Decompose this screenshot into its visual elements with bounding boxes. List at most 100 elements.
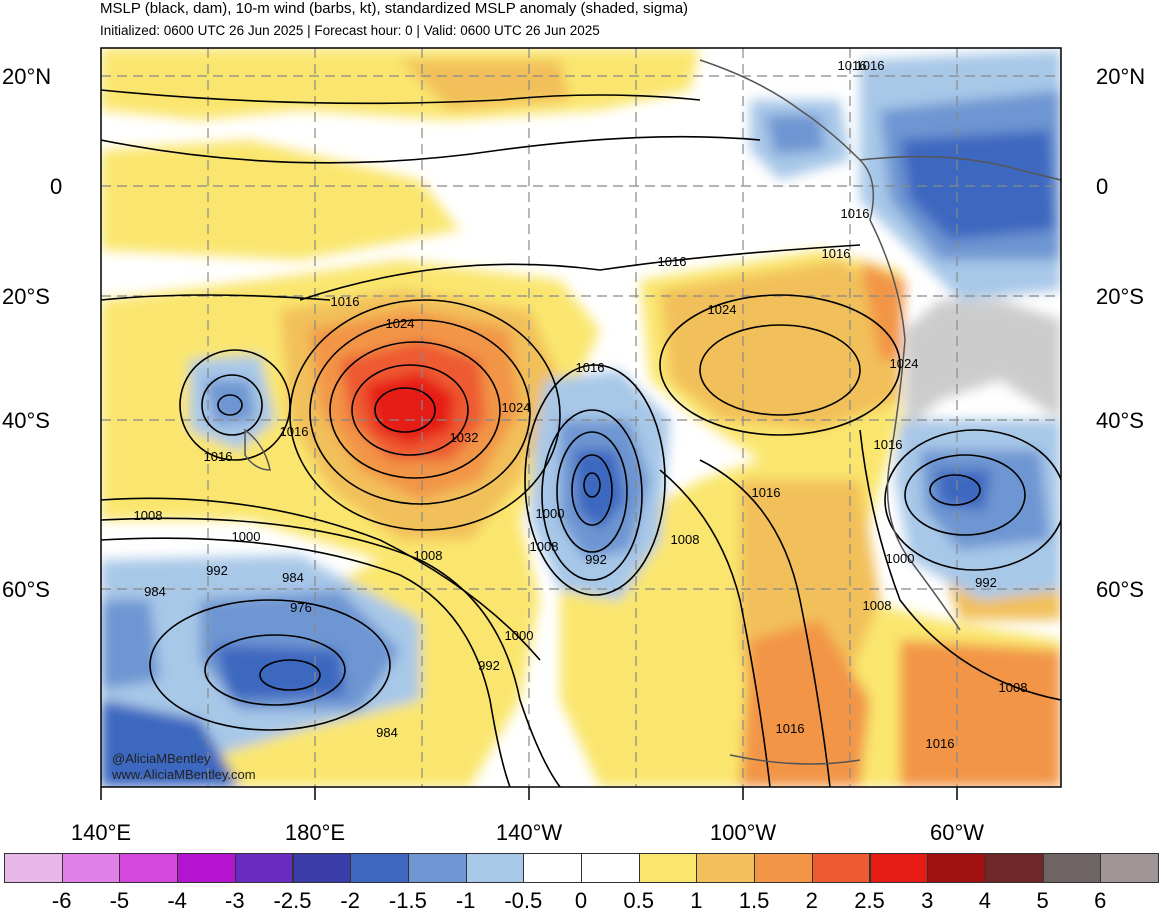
lat-label-right: 60°S (1096, 577, 1144, 602)
lat-label-right: 0 (1096, 174, 1109, 199)
lat-label-right: 20°S (1096, 284, 1144, 309)
anomaly-region (215, 645, 345, 700)
colorbar-swatch (350, 853, 409, 883)
colorbar-label: -6 (51, 888, 72, 913)
contour-label: 1016 (841, 206, 870, 221)
colorbar-swatch (292, 853, 352, 883)
map-frame (100, 47, 1062, 788)
colorbar-label: 5 (1036, 888, 1049, 913)
coastlines (244, 59, 1061, 765)
lon-label: 100°W (709, 820, 777, 845)
anomaly-region (101, 700, 240, 787)
colorbar-swatch (581, 853, 640, 883)
colorbar-label: -1.5 (388, 888, 427, 913)
colorbar-swatch (1100, 853, 1159, 883)
contour-label: 984 (144, 584, 166, 599)
colorbar-label: 1 (690, 888, 703, 913)
credit-url: www.AliciaMBentley.com (112, 767, 256, 782)
land-region (905, 300, 1061, 430)
colorbar-swatch (4, 853, 63, 883)
map-subtitle: Initialized: 0600 UTC 26 Jun 2025 | Fore… (100, 23, 600, 38)
colorbar-swatch (984, 853, 1044, 883)
colorbar-swatch (696, 853, 756, 883)
lat-label-left: 20°N (2, 64, 52, 89)
anomaly-region (860, 260, 905, 360)
contour-label: 1024 (386, 316, 415, 331)
credit-handle: @AliciaMBentley (112, 751, 211, 766)
contour-label: 984 (282, 570, 304, 585)
contour-label: 1016 (280, 424, 309, 439)
contour-label: 1016 (856, 58, 885, 73)
colorbar-label: -4 (167, 888, 187, 913)
lat-label-left: 60°S (2, 577, 50, 602)
anomaly-region (660, 260, 900, 430)
lon-label: 140°E (70, 820, 132, 845)
lat-label-left: 0 (50, 174, 63, 199)
anomaly-region (365, 372, 455, 445)
contour-label: 1008 (863, 598, 892, 613)
colorbar-label: 1.5 (738, 888, 770, 913)
colorbar-label: 4 (978, 888, 992, 913)
contour-label: 976 (290, 600, 312, 615)
lat-label-left: 20°S (2, 284, 50, 309)
contour-label: 1016 (874, 437, 903, 452)
contour-label: 1008 (414, 548, 443, 563)
anomaly-region (765, 115, 825, 155)
contour-label: 1024 (708, 302, 737, 317)
colorbar-swatch (177, 853, 236, 883)
contour-label: 1016 (776, 721, 805, 736)
colorbar-swatch (234, 853, 294, 883)
colorbar-label: -2 (340, 888, 360, 913)
contour-label: 1008 (671, 532, 700, 547)
colorbar-label: 0.5 (623, 888, 654, 913)
gridlines (101, 48, 1061, 787)
colorbar-swatch (869, 853, 929, 883)
colorbar-swatch (927, 853, 986, 883)
contour-label: 1016 (576, 360, 605, 375)
contour-label: 1024 (890, 356, 919, 371)
colorbar-swatch (465, 853, 525, 883)
contour-label: 1016 (752, 485, 781, 500)
colorbar-swatch (811, 853, 871, 883)
map-title: MSLP (black, dam), 10-m wind (barbs, kt)… (100, 0, 689, 17)
anomaly-region (900, 640, 1061, 787)
colorbar-label: 0 (574, 888, 588, 913)
anomaly-shading (101, 48, 1061, 787)
colorbar-label: 2.5 (854, 888, 885, 913)
anomaly-region (101, 140, 460, 260)
lon-label: 60°W (929, 820, 985, 845)
anomaly-region (205, 380, 255, 425)
contour-label: 1008 (134, 508, 163, 523)
contour-label: 992 (585, 552, 607, 567)
colorbar-label: 2 (805, 888, 818, 913)
contour-label: 984 (376, 725, 398, 740)
colorbar-label: -2.5 (273, 888, 312, 913)
contour-label: 1024 (502, 400, 531, 415)
contour-label: 992 (975, 575, 997, 590)
lon-label: 180°E (284, 820, 346, 845)
colorbar-label: 6 (1094, 888, 1107, 913)
contour-label: 1008 (530, 539, 559, 554)
colorbar-label: -0.5 (504, 888, 543, 913)
contour-label: 1016 (204, 449, 233, 464)
contour-label: 1000 (505, 628, 534, 643)
colorbar-swatch (638, 853, 698, 883)
colorbar-swatch (119, 853, 179, 883)
lat-label-right: 20°N (1096, 64, 1146, 89)
contour-label: 1000 (886, 551, 915, 566)
contour-label: 1000 (536, 506, 565, 521)
contour-label: 1016 (331, 294, 360, 309)
anomaly-region (101, 600, 160, 690)
colorbar-label: -1 (455, 888, 476, 913)
mslp-contours (101, 89, 1061, 787)
anomaly-region (935, 470, 990, 510)
contour-labels: 1016101610161016101610241024101610241016… (134, 58, 1028, 751)
contour-label: 1000 (232, 529, 261, 544)
contour-label: 1016 (838, 58, 867, 73)
anomaly-region (740, 620, 870, 787)
lat-label-right: 40°S (1096, 408, 1144, 433)
colorbar-swatch (523, 853, 582, 883)
contour-label: 1016 (926, 736, 955, 751)
contour-label: 1008 (999, 680, 1028, 695)
